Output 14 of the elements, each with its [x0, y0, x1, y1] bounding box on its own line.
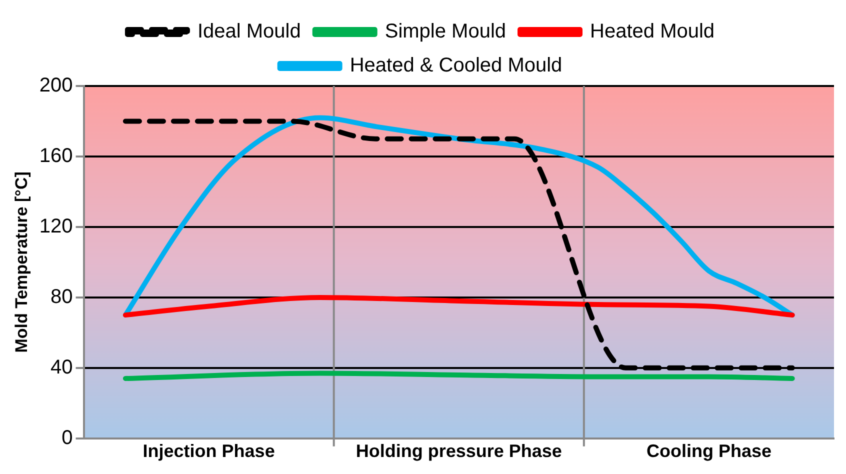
x-tick-label: Cooling Phase [646, 441, 772, 462]
y-tick-label: 120 [39, 215, 73, 238]
x-tick-label: Holding pressure Phase [356, 441, 562, 462]
x-tick-label: Injection Phase [142, 441, 275, 462]
legend-label: Simple Mould [384, 20, 506, 43]
y-tick-label: 200 [39, 74, 73, 97]
y-tick-label: 0 [62, 426, 73, 449]
legend-label: Heated & Cooled Mould [350, 54, 562, 77]
y-tick-label: 160 [39, 144, 73, 167]
y-axis-title: Mold Temperature [°C] [12, 172, 31, 353]
legend-label: Ideal Mould [197, 20, 301, 43]
y-tick-label: 80 [50, 286, 73, 308]
legend-label: Heated Mould [590, 20, 715, 43]
y-tick-label: 40 [50, 356, 73, 378]
